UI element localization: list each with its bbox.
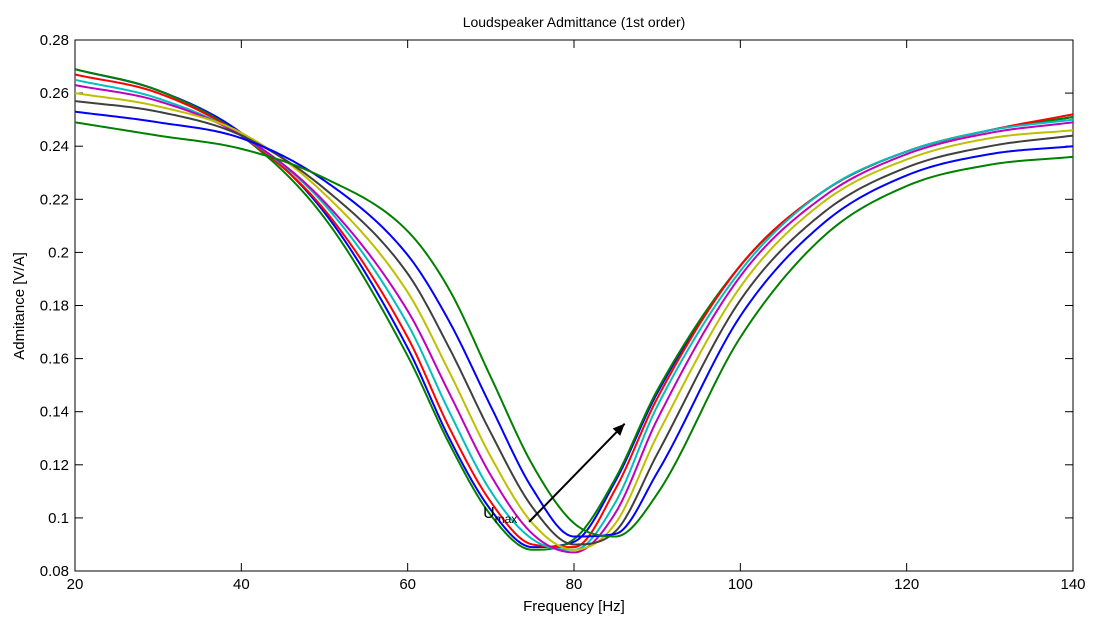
y-tick-label: 0.28: [40, 32, 69, 49]
x-tick-label: 100: [728, 576, 753, 593]
y-tick-label: 0.24: [40, 138, 69, 155]
x-tick-label: 140: [1060, 576, 1085, 593]
y-axis-label: Admitance [V/A]: [11, 252, 28, 360]
x-tick-label: 40: [233, 576, 250, 593]
y-tick-label: 0.26: [40, 85, 69, 102]
y-tick-label: 0.16: [40, 351, 69, 368]
y-tick-label: 0.2: [48, 244, 69, 261]
y-tick-label: 0.14: [40, 404, 69, 421]
series-line-9: [74, 121, 1074, 538]
plot-area: 20 40 60 80 100 120 140 0.08 0.1 0.12 0.14 0.16 0.18…: [40, 32, 1086, 593]
annotation-arrow-head: [612, 423, 625, 436]
y-tick-label: 0.08: [40, 563, 69, 580]
series-line-8: [74, 110, 1074, 538]
annotation-arrow-shaft: [528, 422, 626, 523]
x-axis-label: Frequency [Hz]: [523, 598, 625, 615]
y-tick-label: 0.1: [48, 510, 69, 527]
x-tick-label: 60: [399, 576, 416, 593]
x-tick-label: 20: [67, 576, 84, 593]
annotation-label: Umax: [483, 505, 517, 526]
chart-title: Loudspeaker Admittance (1st order): [463, 14, 686, 30]
x-tick-label: 80: [566, 576, 583, 593]
series-line-7: [74, 100, 1074, 546]
series-line-5: [74, 84, 1074, 554]
x-tick-label: 120: [894, 576, 919, 593]
y-tick-label: 0.12: [40, 457, 69, 474]
annotation-label-subscript: max: [495, 512, 518, 526]
plot-frame: [74, 39, 1074, 572]
y-tick-label: 0.22: [40, 191, 69, 208]
annotation-label-main: U: [483, 505, 495, 522]
y-tick-label: 0.18: [40, 298, 69, 315]
